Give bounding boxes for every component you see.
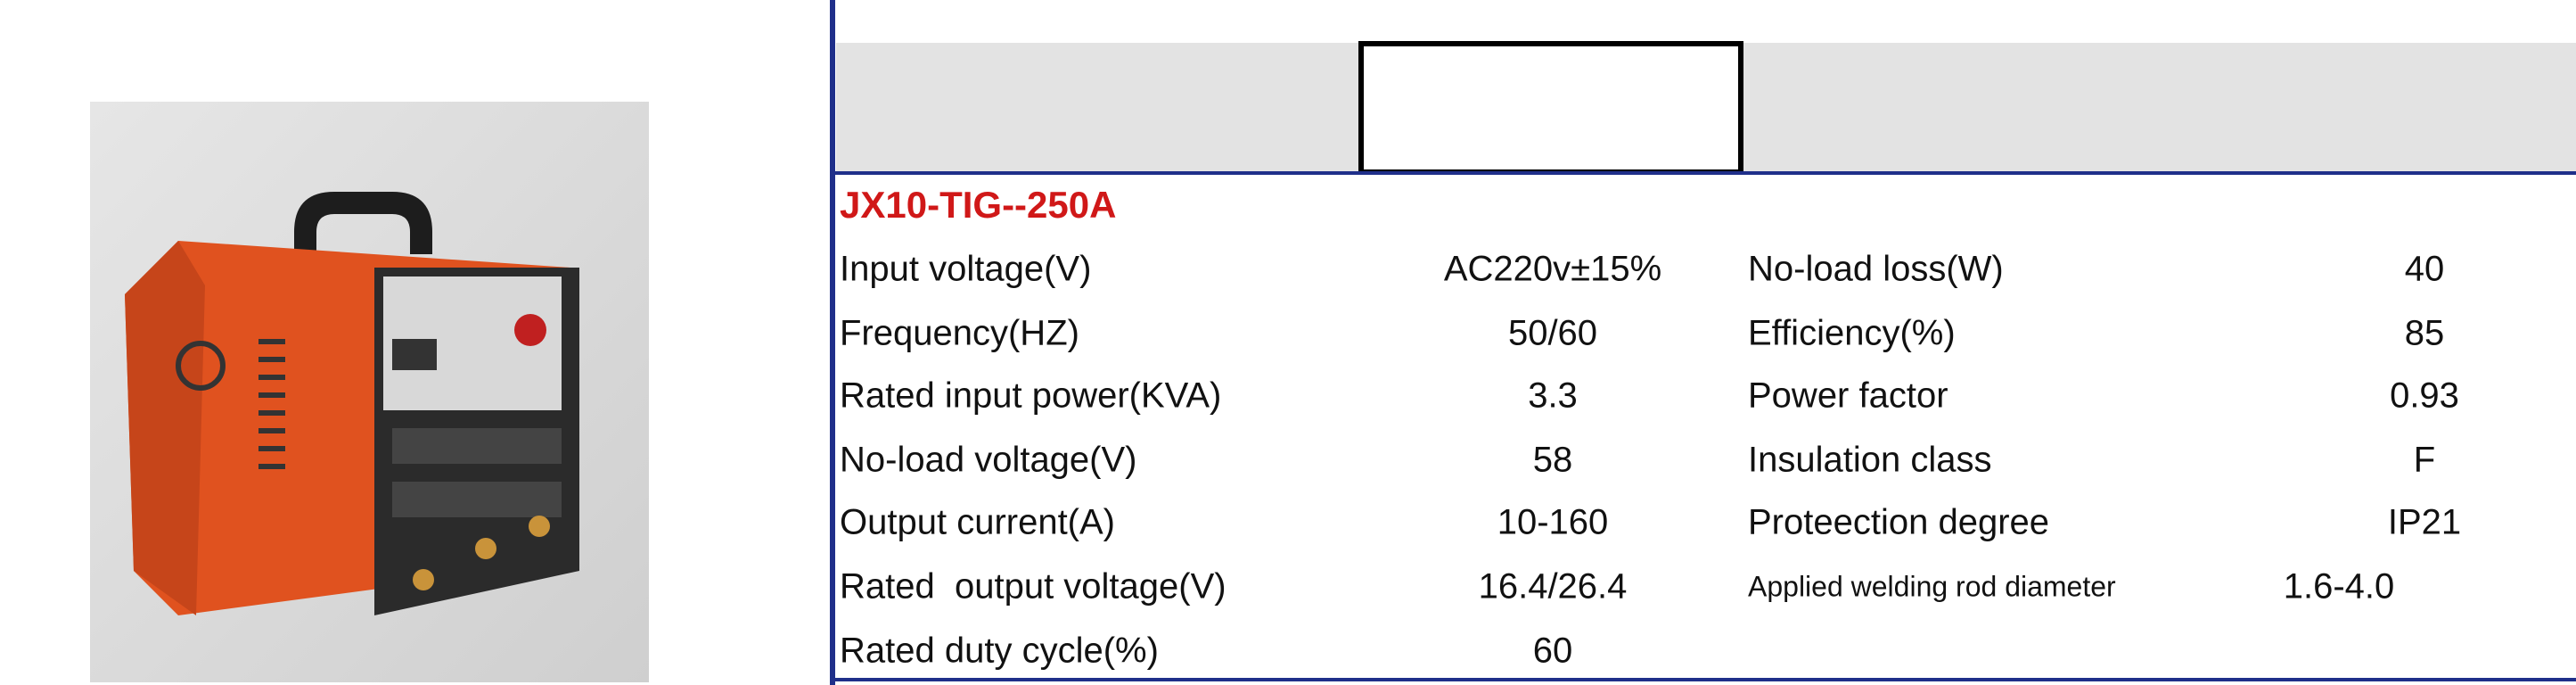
spec-value: 0.93: [2390, 376, 2459, 416]
header-box: [1358, 41, 1743, 175]
spec-label: Efficiency(%): [1748, 313, 1956, 353]
spec-value: 50/60: [1507, 313, 1598, 353]
spec-label: Rated output voltage(V): [840, 566, 1226, 607]
spec-label: Applied welding rod diameter: [1748, 570, 2116, 603]
spec-value: 1.6-4.0: [2283, 566, 2395, 607]
spec-value: 10-160: [1497, 502, 1609, 542]
spec-value: AC220v±15%: [1443, 249, 1662, 289]
spec-label: Proteection degree: [1748, 502, 2050, 542]
spec-value: 60: [1532, 631, 1573, 671]
spec-label: Rated input power(KVA): [840, 376, 1222, 416]
spec-label: No-load voltage(V): [840, 440, 1137, 480]
spec-value: IP21: [2387, 502, 2462, 542]
spec-label: Input voltage(V): [840, 249, 1092, 289]
spec-label: No-load loss(W): [1748, 249, 2004, 289]
spec-value: 16.4/26.4: [1478, 566, 1628, 607]
spec-label: Insulation class: [1748, 440, 1992, 480]
spec-label: Power factor: [1748, 376, 1948, 416]
model-title: JX10-TIG--250A: [840, 184, 1117, 226]
spec-value: 58: [1532, 440, 1573, 480]
spec-value: 40: [2404, 249, 2445, 289]
spec-value: 85: [2404, 313, 2445, 353]
spec-label: Rated duty cycle(%): [840, 631, 1159, 671]
product-photo: [90, 102, 649, 682]
spec-value: 3.3: [1528, 376, 1578, 416]
spec-value: F: [2413, 440, 2436, 480]
spec-label: Frequency(HZ): [840, 313, 1079, 353]
spec-label: Output current(A): [840, 502, 1116, 542]
